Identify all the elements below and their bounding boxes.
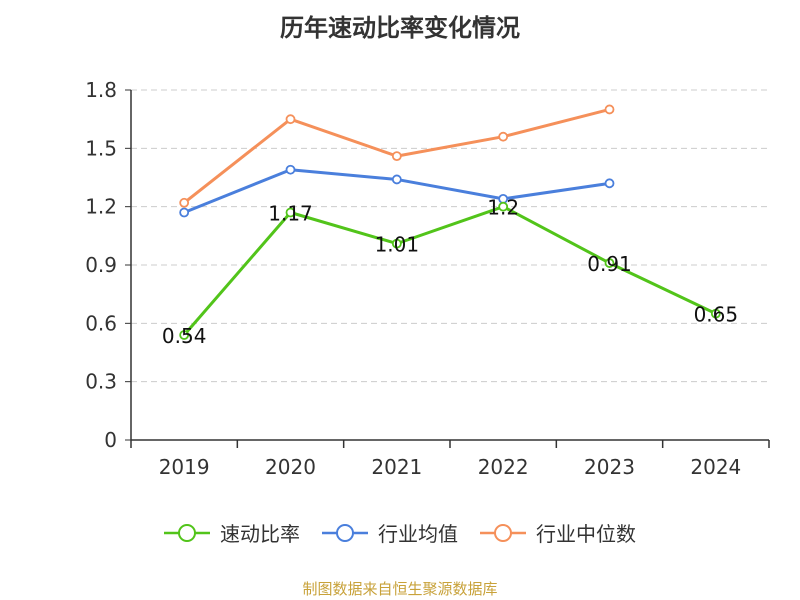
grid-lines [131,89,769,383]
y-tick-label: 1.5 [85,136,117,160]
x-tick-label: 2024 [690,455,741,479]
data-point [179,330,190,340]
data-point [391,174,402,185]
y-tick-label: 1.8 [85,78,117,102]
data-point [498,131,509,142]
x-tick-label: 2020 [265,455,316,479]
data-point [604,178,615,189]
data-label: 0.91 [587,252,632,276]
data-label: 0.65 [694,303,739,327]
y-tick-label: 1.2 [85,195,117,219]
data-point [179,207,190,218]
legend-label: 行业中位数 [536,522,636,546]
legend-label: 行业均值 [378,522,458,546]
data-label: 1.01 [375,233,420,257]
data-point [710,308,721,319]
y-tick-label: 0.3 [85,370,117,394]
x-tick-label: 2023 [584,455,635,479]
legend-line-icon [322,523,368,542]
source-note: 制图数据来自恒生聚源数据库 [302,580,498,598]
y-tick-label: 0.6 [85,311,117,335]
chart-title: 历年速动比率变化情况 [280,14,520,42]
data-label: 0.54 [162,324,207,348]
x-tick-label: 2019 [159,455,210,479]
data-labels: 0.54 1.17 1.01 1.2 0.91 0.65 [162,196,738,348]
legend: 速动比率 行业均值 行业中位数 [0,518,800,547]
legend-line-icon [480,523,526,542]
data-point [179,197,190,208]
y-tick-label: 0.9 [85,253,117,277]
series-line [183,205,717,336]
data-point [285,207,296,218]
legend-item-industry-mean[interactable]: 行业均值 [322,518,458,547]
legend-line-icon [164,523,210,542]
data-point [285,114,296,125]
data-point [391,238,402,249]
axes: 0 0.3 0.6 0.9 1.2 1.5 1.8 2019 2020 2021 2022 2023 2… [85,78,770,479]
data-point [391,151,402,162]
x-tick-label: 2022 [478,455,529,479]
x-tick-label: 2021 [371,455,422,479]
data-point [604,104,615,115]
y-tick-label: 0 [104,428,117,452]
data-point [498,201,509,212]
series-lines [179,104,721,340]
data-point [285,164,296,175]
legend-item-quick-ratio[interactable]: 速动比率 [164,518,300,547]
data-label: 1.17 [268,202,313,226]
data-label: 1.2 [487,196,519,220]
legend-item-industry-median[interactable]: 行业中位数 [480,518,636,547]
data-point [604,258,615,268]
legend-label: 速动比率 [220,522,300,546]
